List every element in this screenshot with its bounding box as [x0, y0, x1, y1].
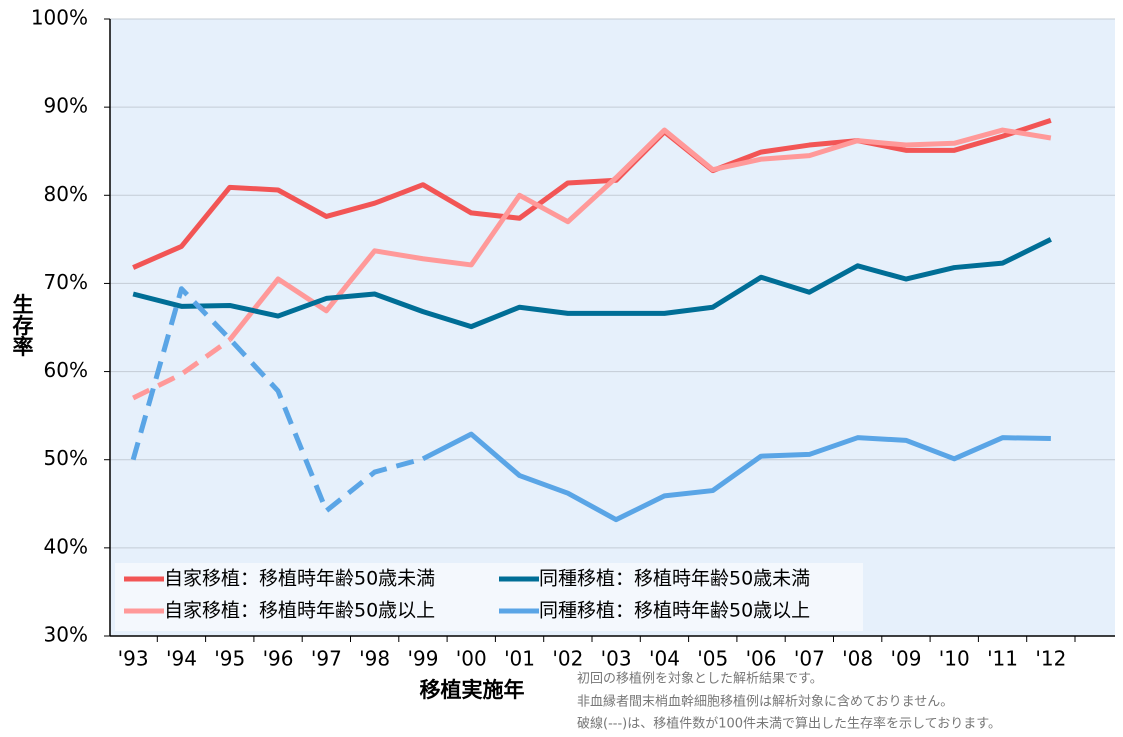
x-tick-label: '95 — [214, 647, 245, 671]
x-tick-label: '96 — [263, 647, 294, 671]
x-tick-label: '93 — [118, 647, 149, 671]
plot-background — [110, 19, 1115, 636]
legend-label: 同種移植：移植時年齢50歳以上 — [539, 600, 810, 622]
x-tick-label: '11 — [987, 647, 1018, 671]
line — [421, 431, 1051, 523]
annotation: 非血縁者間末梢血幹細胞移植例は解析対象に含めておりません。 — [577, 694, 953, 710]
y-tick-label: 40% — [44, 534, 88, 558]
legend-label: 同種移植：移植時年齢50歳未満 — [539, 568, 810, 590]
x-tick-label: '08 — [842, 647, 873, 671]
x-tick-label: '10 — [939, 647, 970, 671]
x-tick-label: '07 — [794, 647, 825, 671]
x-axis-label: 移植実施年 — [420, 678, 525, 702]
x-tick-label: '09 — [890, 647, 921, 671]
x-tick-label: '05 — [697, 647, 728, 671]
legend-label: 自家移植：移植時年齢50歳未満 — [164, 568, 435, 590]
annotation: 破線(---)は、移植件数が100件未満で算出した生存率を示しております。 — [577, 716, 1001, 732]
x-tick-label: '01 — [504, 647, 535, 671]
dashed-line — [130, 286, 424, 514]
y-tick-label: 70% — [44, 270, 88, 294]
line — [227, 127, 1052, 342]
x-tick-label: '06 — [746, 647, 777, 671]
x-tick-label: '97 — [311, 647, 342, 671]
x-tick-label: '04 — [649, 647, 680, 671]
line — [132, 237, 1052, 330]
legend-box — [115, 563, 863, 631]
y-tick-label: 100% — [31, 6, 88, 30]
y-tick-label: 80% — [44, 182, 88, 206]
line — [132, 117, 1052, 270]
annotation: 初回の移植例を対象とした解析結果です。 — [577, 672, 823, 687]
y-tick-label: 30% — [44, 623, 88, 647]
y-tick-label: 60% — [44, 358, 88, 382]
legend-label: 自家移植：移植時年齢50歳以上 — [164, 600, 435, 622]
x-tick-label: '94 — [166, 647, 197, 671]
x-tick-label: '03 — [601, 647, 632, 671]
y-axis-label: 生存率 — [10, 293, 34, 358]
x-tick-label: '02 — [552, 647, 583, 671]
y-tick-label: 50% — [44, 446, 88, 470]
x-tick-label: '99 — [407, 647, 438, 671]
y-tick-label: 90% — [44, 94, 88, 118]
x-tick-label: '12 — [1035, 647, 1066, 671]
x-tick-label: '00 — [456, 647, 487, 671]
dashed-line — [132, 337, 232, 401]
x-tick-label: '98 — [359, 647, 390, 671]
